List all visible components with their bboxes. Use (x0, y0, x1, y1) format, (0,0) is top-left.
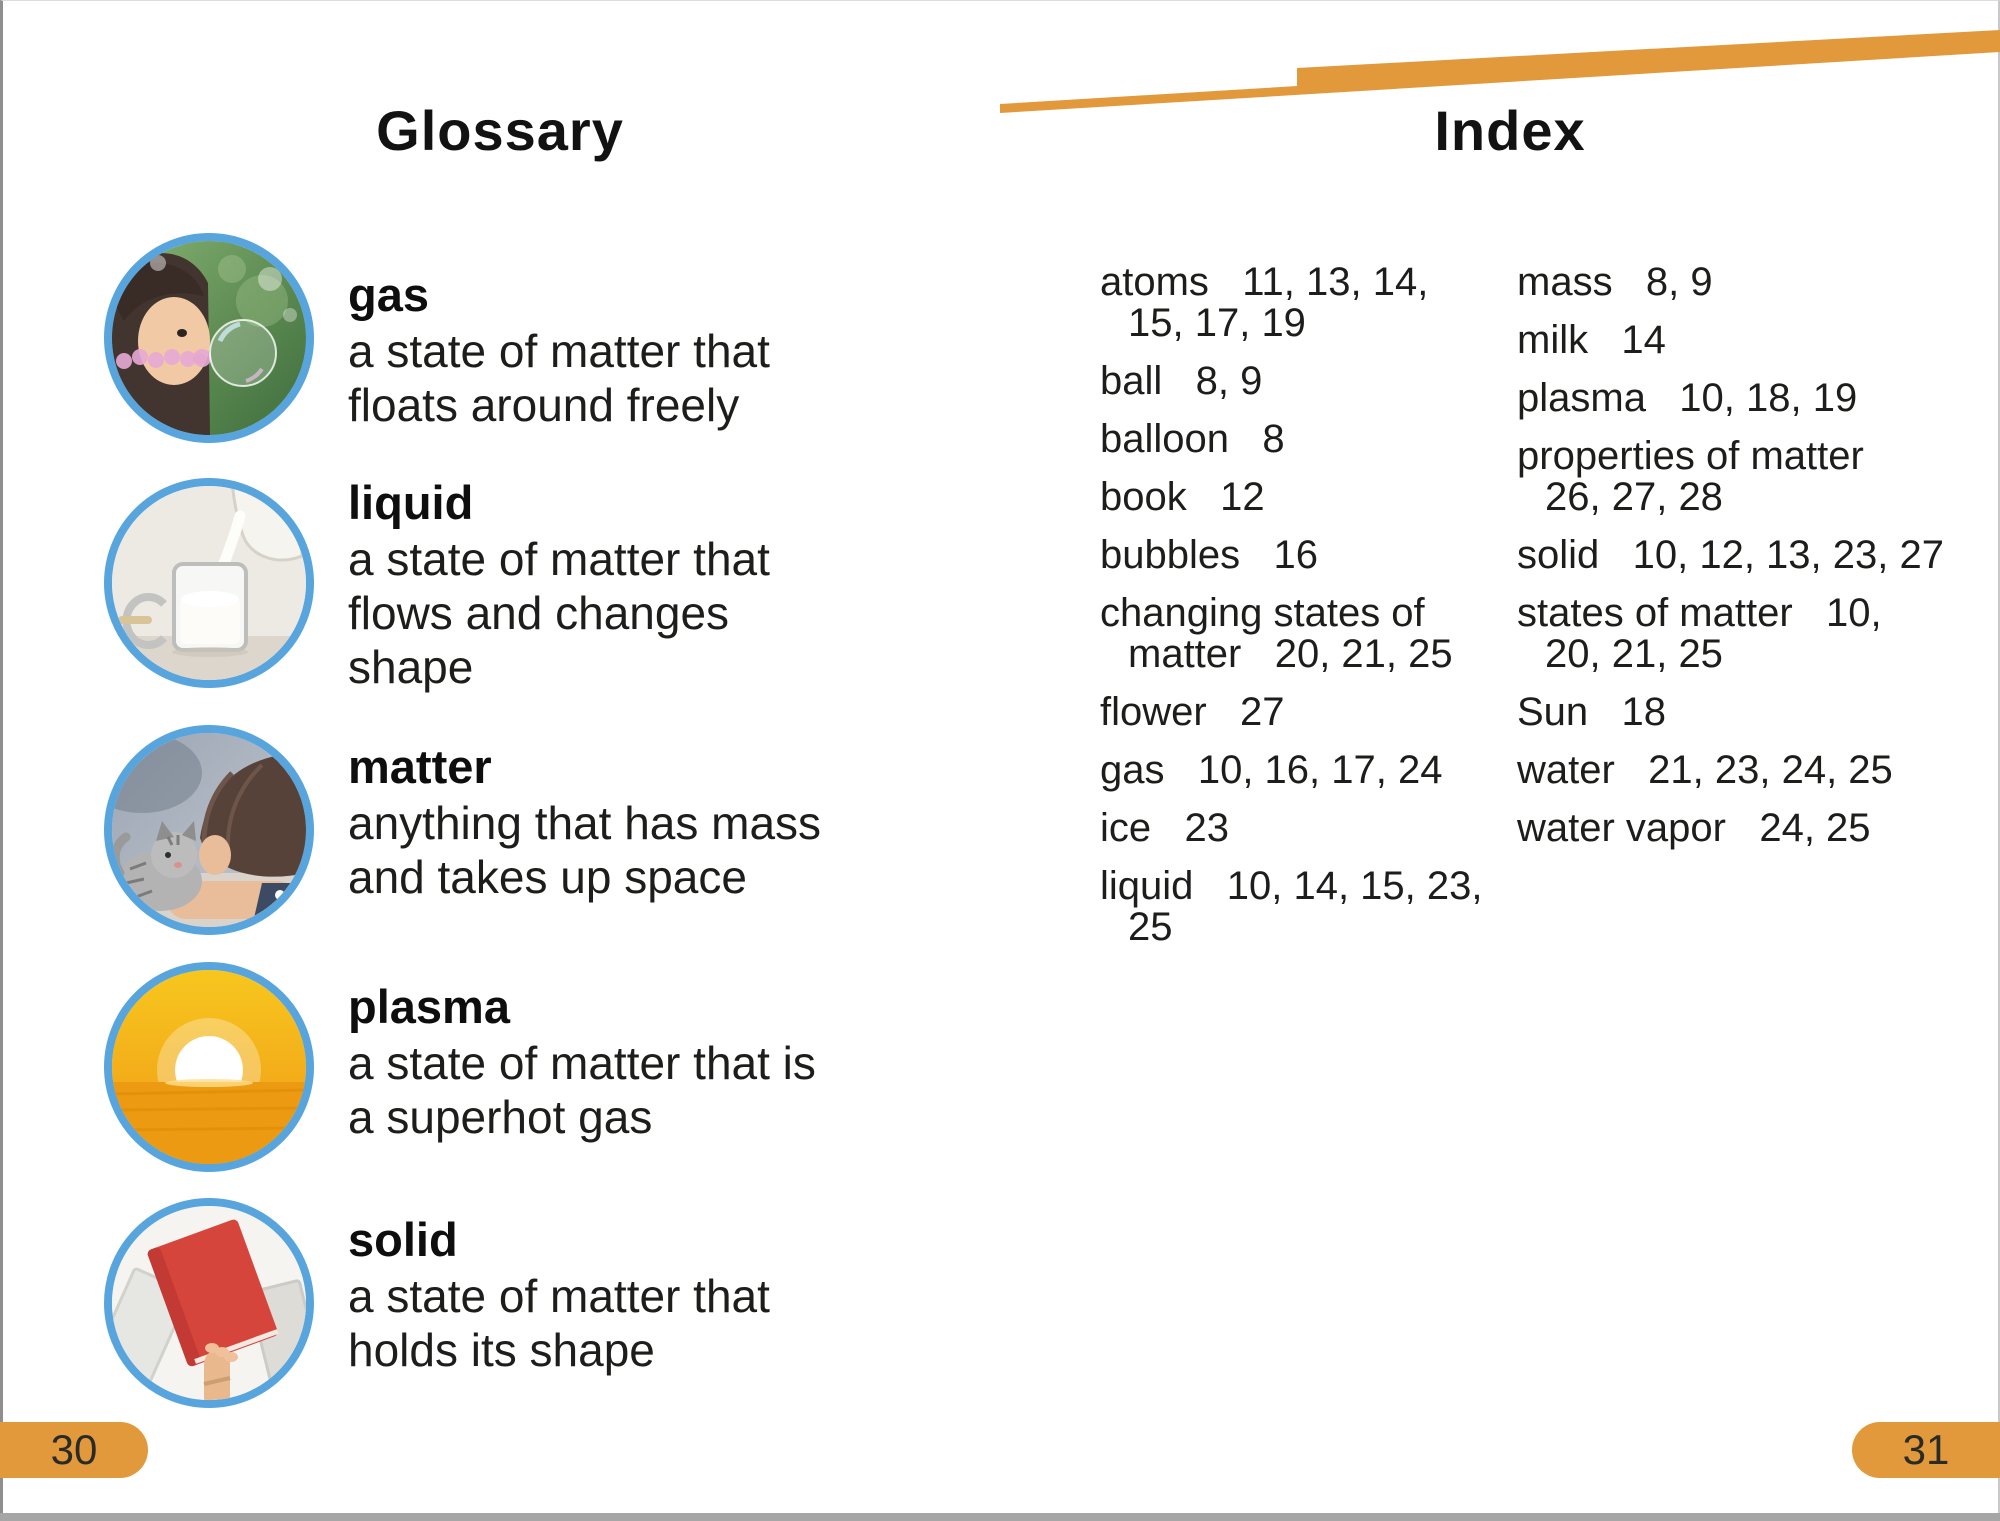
bottom-edge-strip (0, 1513, 2000, 1521)
index-entry-solid: solid 10, 12, 13, 23, 27 (1517, 533, 1944, 577)
glossary-term: liquid (348, 476, 474, 529)
index-entry-ice: ice 23 (1100, 806, 1229, 850)
glossary-entry-gas: gas a state of matter that floats around… (348, 270, 928, 432)
glossary-definition: a state of matter that flows and changes… (348, 533, 770, 693)
page-number-tab-30: 30 (0, 1422, 148, 1478)
glossary-entry-matter: matter anything that has mass and takes … (348, 742, 928, 904)
hand-holding-red-book-illustration (112, 1206, 306, 1400)
index-entry-plasma: plasma 10, 18, 19 (1517, 376, 1858, 420)
index-entry-water: water 21, 23, 24, 25 (1517, 748, 1893, 792)
index-entry-atoms: atoms 11, 13, 14, 15, 17, 19 (1100, 260, 1429, 345)
glossary-term: plasma (348, 980, 510, 1033)
index-entry-bubbles: bubbles 16 (1100, 533, 1318, 577)
index-entry-changing-states-of-matter: changing states of matter 20, 21, 25 (1100, 591, 1453, 676)
glossary-definition: a state of matter that floats around fre… (348, 325, 770, 431)
index-entry-balloon: balloon 8 (1100, 417, 1285, 461)
index-entry-ball: ball 8, 9 (1100, 359, 1263, 403)
page-number-tab-31: 31 (1852, 1422, 2000, 1478)
glossary-entry-solid: solid a state of matter that holds its s… (348, 1215, 928, 1377)
index-page-title: Index (1434, 99, 1586, 162)
glossary-definition: a state of matter that holds its shape (348, 1270, 770, 1376)
glossary-definition: a state of matter that is a superhot gas (348, 1037, 816, 1143)
girl-blowing-bubbles-illustration (112, 241, 306, 435)
index-entry-liquid: liquid 10, 14, 15, 23, 25 (1100, 864, 1483, 949)
glossary-term: matter (348, 740, 492, 793)
photo-milk-pouring-into-glass (104, 478, 314, 688)
glossary-term: solid (348, 1213, 458, 1266)
glossary-entry-plasma: plasma a state of matter that is a super… (348, 982, 928, 1144)
index-entry-states-of-matter: states of matter 10, 20, 21, 25 (1517, 591, 1882, 676)
photo-sun-over-horizon (104, 962, 314, 1172)
index-entry-water-vapor: water vapor 24, 25 (1517, 806, 1871, 850)
index-entry-milk: milk 14 (1517, 318, 1666, 362)
glossary-definition: anything that has mass and takes up spac… (348, 797, 822, 903)
milk-pouring-illustration (112, 486, 306, 680)
index-column-left: atoms 11, 13, 14, 15, 17, 19 ball 8, 9 b… (1100, 262, 1540, 965)
glossary-page-title: Glossary (376, 99, 624, 162)
photo-girl-cuddling-kitten (104, 725, 314, 935)
glossary-entry-liquid: liquid a state of matter that flows and … (348, 478, 928, 694)
index-entry-mass: mass 8, 9 (1517, 260, 1713, 304)
index-entry-flower: flower 27 (1100, 690, 1285, 734)
glossary-term: gas (348, 268, 429, 321)
sun-over-horizon-illustration (112, 970, 306, 1164)
photo-girl-blowing-bubbles (104, 233, 314, 443)
girl-cuddling-kitten-illustration (112, 733, 306, 927)
index-entry-sun: Sun 18 (1517, 690, 1667, 734)
index-column-right: mass 8, 9 milk 14 plasma 10, 18, 19 prop… (1517, 262, 1977, 866)
orange-swoosh-decoration (1000, 30, 2000, 113)
photo-hand-holding-red-book (104, 1198, 314, 1408)
index-entry-book: book 12 (1100, 475, 1265, 519)
index-entry-gas: gas 10, 16, 17, 24 (1100, 748, 1443, 792)
index-entry-properties-of-matter: properties of matter 26, 27, 28 (1517, 434, 1864, 519)
